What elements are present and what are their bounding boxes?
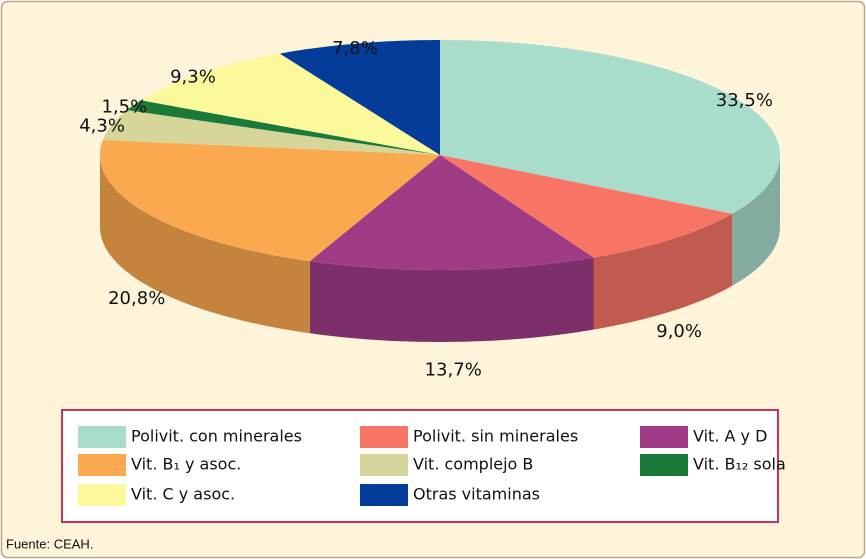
legend-swatch — [78, 454, 126, 476]
data-label: 9,3% — [170, 67, 216, 88]
pie-slice — [440, 40, 780, 214]
legend-swatch — [360, 454, 408, 476]
data-label: 33,5% — [716, 90, 773, 111]
legend-swatch — [640, 454, 688, 476]
data-label: 4,3% — [79, 115, 125, 136]
pie-side — [100, 155, 310, 334]
pie-side — [732, 155, 780, 286]
pie-slice — [309, 155, 594, 270]
legend-label: Vit. B₁ y asoc. — [131, 455, 241, 474]
pie-slice — [102, 110, 441, 155]
legend-label: Polivit. sin minerales — [413, 427, 578, 446]
legend-label: Vit. A y D — [693, 427, 767, 446]
pie-side — [309, 257, 594, 342]
source: Fuente: CEAH. — [6, 536, 93, 551]
legend-swatch — [360, 484, 408, 506]
data-label: 13,7% — [425, 360, 482, 381]
legend-label: Vit. B₁₂ sola — [693, 455, 786, 474]
legend-label: Otras vitaminas — [413, 485, 540, 504]
pie-slice — [140, 53, 440, 155]
pie-slice — [279, 40, 440, 155]
legend-label: Vit. C y asoc. — [131, 485, 235, 504]
legend-swatch — [640, 426, 688, 448]
data-label: 7,8% — [332, 38, 378, 59]
legend-label: Vit. complejo B — [413, 455, 533, 474]
pie-slice — [127, 100, 440, 155]
legend-swatch — [360, 426, 408, 448]
pie-slice — [100, 140, 440, 262]
legend-label: Polivit. con minerales — [131, 427, 302, 446]
pie-slice — [440, 155, 733, 258]
data-label: 9,0% — [656, 321, 702, 342]
data-label: 20,8% — [108, 288, 165, 309]
pie-side — [593, 213, 733, 330]
data-label: 1,5% — [102, 97, 148, 118]
legend-swatch — [78, 426, 126, 448]
legend-swatch — [78, 484, 126, 506]
